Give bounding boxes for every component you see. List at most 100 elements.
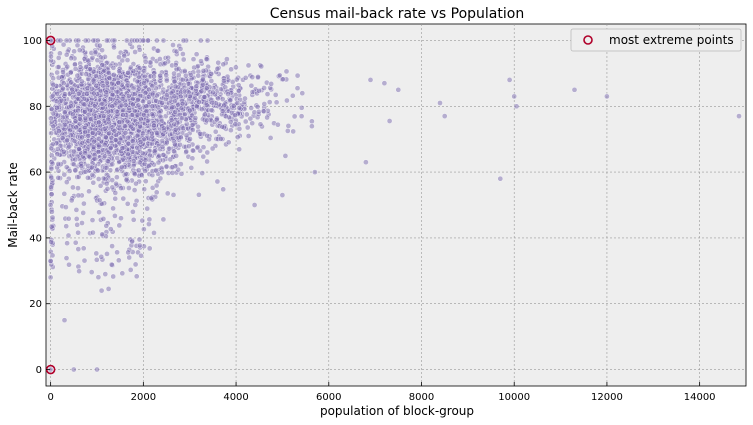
scatter-point — [157, 113, 164, 120]
scatter-point — [63, 255, 70, 261]
scatter-point — [47, 274, 54, 281]
scatter-point — [56, 128, 62, 134]
scatter-point — [221, 78, 227, 84]
scatter-point — [96, 135, 102, 142]
scatter-point — [173, 48, 180, 55]
scatter-point — [146, 99, 152, 105]
scatter-point — [220, 61, 227, 68]
scatter-point — [116, 119, 123, 125]
scatter-point — [74, 221, 80, 228]
scatter-point — [220, 186, 226, 193]
scatter-point — [163, 72, 169, 78]
x-tick-label: 10000 — [498, 392, 530, 403]
scatter-point — [55, 55, 62, 61]
scatter-point — [104, 185, 111, 192]
scatter-point — [70, 111, 76, 118]
scatter-point — [47, 202, 54, 208]
scatter-point — [309, 123, 315, 129]
scatter-point — [104, 37, 110, 44]
scatter-point — [99, 62, 106, 68]
scatter-point — [187, 136, 193, 142]
scatter-point — [177, 46, 184, 52]
scatter-point — [198, 58, 204, 64]
scatter-point — [112, 190, 119, 196]
scatter-point — [203, 85, 210, 92]
scatter-point — [75, 107, 81, 114]
scatter-point — [88, 269, 95, 275]
scatter-point — [171, 70, 177, 77]
scatter-point — [111, 128, 118, 134]
scatter-point — [103, 89, 109, 96]
scatter-point — [146, 216, 153, 223]
scatter-point — [109, 103, 116, 109]
scatter-point — [149, 91, 156, 98]
legend-label: most extreme points — [609, 33, 734, 47]
scatter-point — [151, 73, 157, 80]
y-tick-label: 100 — [23, 36, 42, 47]
scatter-point — [82, 115, 89, 122]
scatter-point — [49, 152, 55, 159]
scatter-point — [138, 252, 144, 259]
scatter-point — [198, 106, 205, 112]
scatter-point — [124, 57, 131, 63]
scatter-point — [153, 189, 160, 196]
scatter-point — [256, 88, 262, 94]
scatter-point — [214, 66, 221, 72]
scatter-point — [217, 136, 224, 142]
scatter-point — [284, 128, 291, 134]
scatter-point — [100, 175, 107, 182]
scatter-point — [261, 101, 268, 107]
scatter-point — [571, 87, 578, 93]
scatter-point — [279, 192, 286, 198]
scatter-point — [96, 209, 102, 215]
scatter-point — [167, 156, 174, 163]
x-tick-label: 2000 — [131, 392, 156, 403]
scatter-point — [84, 90, 90, 97]
scatter-point — [59, 135, 66, 141]
scatter-point — [142, 178, 149, 184]
scatter-point — [110, 205, 116, 212]
scatter-point — [130, 85, 137, 92]
scatter-point — [134, 78, 141, 85]
scatter-point — [282, 153, 289, 159]
scatter-point — [74, 72, 81, 79]
scatter-point — [190, 56, 197, 63]
scatter-point — [131, 91, 138, 97]
scatter-point — [284, 97, 290, 104]
scatter-point — [97, 42, 103, 49]
scatter-point — [48, 165, 55, 172]
scatter-point — [61, 190, 68, 197]
scatter-point — [232, 121, 239, 127]
scatter-point — [49, 160, 56, 167]
scatter-point — [54, 151, 61, 157]
scatter-point — [232, 112, 238, 118]
scatter-point — [203, 102, 210, 108]
scatter-point — [134, 144, 140, 151]
scatter-point — [200, 76, 206, 83]
scatter-point — [86, 188, 92, 195]
scatter-point — [219, 108, 226, 114]
scatter-point — [151, 148, 158, 154]
scatter-point — [236, 146, 242, 153]
scatter-point — [118, 102, 125, 109]
scatter-point — [136, 159, 143, 166]
scatter-point — [55, 161, 62, 167]
scatter-point — [98, 54, 104, 61]
scatter-point — [90, 37, 97, 44]
scatter-point — [234, 100, 241, 106]
scatter-point — [181, 68, 188, 74]
scatter-point — [441, 113, 448, 119]
scatter-point — [197, 130, 203, 137]
scatter-point — [89, 86, 95, 92]
scatter-point — [49, 214, 56, 221]
scatter-point — [90, 130, 96, 136]
scatter-point — [50, 81, 57, 88]
scatter-point — [136, 242, 143, 249]
scatter-point — [264, 114, 270, 121]
scatter-point — [63, 37, 70, 44]
scatter-point — [189, 122, 196, 128]
scatter-point — [142, 168, 148, 174]
scatter-point — [72, 156, 79, 163]
scatter-point — [179, 115, 185, 121]
scatter-point — [96, 142, 102, 149]
